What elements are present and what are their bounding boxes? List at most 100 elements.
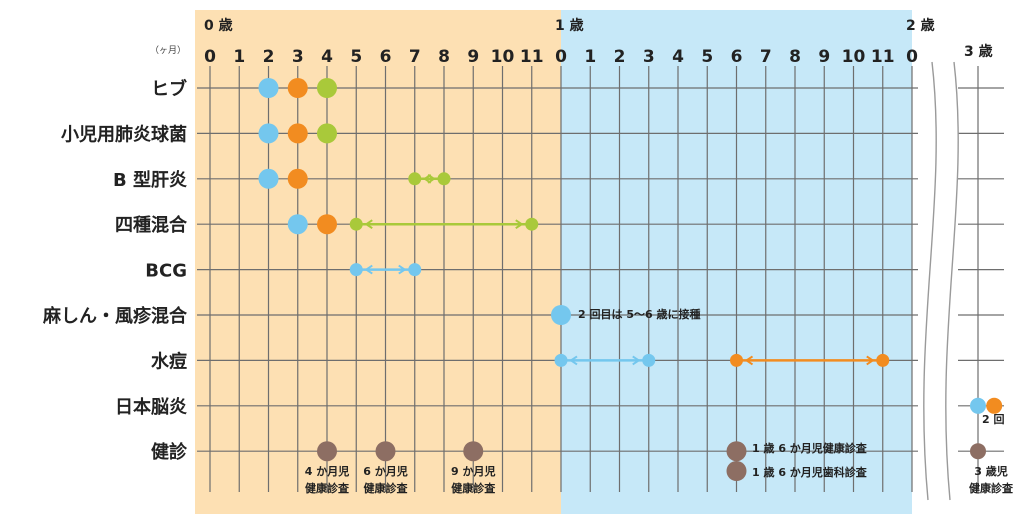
year0-band bbox=[195, 10, 561, 514]
vaccine-label: 日本脳炎 bbox=[115, 396, 187, 418]
range-arrow bbox=[569, 355, 578, 366]
annotations: 2 回目は 5～6 歳に接種 2 回 1 歳 6 か月児健康診査 1 歳 6 か… bbox=[578, 307, 1004, 479]
range-start-dot bbox=[349, 263, 363, 277]
dose-dot bbox=[726, 441, 747, 462]
dose-dot bbox=[375, 441, 396, 462]
dose-dot bbox=[258, 168, 279, 189]
month-tick: 2 bbox=[614, 47, 626, 67]
month-tick: 5 bbox=[350, 47, 362, 67]
month-tick: 1 bbox=[233, 47, 245, 67]
range-start-dot bbox=[730, 353, 743, 367]
dose-dot bbox=[287, 123, 308, 144]
month-tick: 0 bbox=[204, 47, 216, 67]
vaccine-label: 小児用肺炎球菌 bbox=[61, 124, 187, 145]
month-tick: 8 bbox=[438, 47, 450, 67]
range-arrow bbox=[632, 355, 641, 366]
age-label-3: 3 歳 bbox=[964, 43, 993, 60]
range-arrow bbox=[515, 219, 524, 230]
range-arrow bbox=[398, 264, 407, 275]
dose-dot bbox=[287, 78, 308, 98]
checkup-caption: 健康診査 bbox=[451, 481, 495, 495]
month-tick: 6 bbox=[380, 47, 392, 67]
month-tick: 6 bbox=[731, 47, 743, 67]
month-tick: 2 bbox=[263, 47, 275, 67]
dose-dot bbox=[551, 305, 571, 325]
month-tick: 10 bbox=[842, 47, 866, 67]
checkup-1-6-dental: 1 歳 6 か月児歯科診査 bbox=[752, 465, 867, 479]
month-tick: 5 bbox=[701, 47, 713, 67]
age-label-0: 0 歳 bbox=[204, 17, 233, 34]
vaccine-label: 四種混合 bbox=[115, 214, 188, 236]
month-tick: 9 bbox=[467, 47, 479, 67]
age-label-2: 2 歳 bbox=[906, 17, 935, 34]
month-tick: 4 bbox=[672, 47, 684, 67]
checkup-caption: 6 か月児 bbox=[363, 464, 407, 478]
vaccine-label: B 型肝炎 bbox=[113, 169, 187, 191]
range-start-dot bbox=[554, 353, 568, 367]
range-end-dot bbox=[525, 217, 539, 231]
dose-dot bbox=[287, 214, 308, 235]
age-header: 0 歳 1 歳 2 歳 3 歳 （ヶ月） bbox=[150, 17, 993, 60]
dental-checkup-dot bbox=[726, 461, 747, 481]
range-arrow bbox=[364, 219, 373, 230]
month-tick: 0 bbox=[906, 47, 918, 67]
range-end-dot bbox=[437, 172, 451, 186]
dose-dot bbox=[986, 397, 1003, 414]
dose-dot bbox=[317, 123, 337, 144]
dose-dot bbox=[463, 441, 484, 462]
range-end-dot bbox=[642, 353, 656, 367]
range-end-dot bbox=[876, 353, 890, 367]
je-note: 2 回 bbox=[982, 412, 1004, 426]
month-tick: 7 bbox=[409, 47, 421, 67]
vaccine-label: 麻しん・風疹混合 bbox=[42, 305, 188, 327]
month-tick: 4 bbox=[321, 47, 333, 67]
month-tick: 11 bbox=[520, 47, 544, 67]
range-start-dot bbox=[349, 217, 363, 231]
schedule-marks bbox=[258, 78, 1003, 481]
dose-dot bbox=[317, 78, 337, 98]
range-start-dot bbox=[408, 172, 422, 186]
checkup-1-6-health: 1 歳 6 か月児健康診査 bbox=[752, 441, 867, 455]
checkup-caption: 健康診査 bbox=[969, 481, 1013, 495]
axis-break bbox=[923, 61, 959, 501]
checkup-caption: 健康診査 bbox=[364, 481, 408, 495]
month-tick: 7 bbox=[760, 47, 772, 67]
month-ticks: 0 1 2 3 4 5 6 7 8 9 10 11 0 1 2 3 4 5 6 7 8 9 10 11 0 bbox=[204, 47, 918, 67]
range-arrow bbox=[744, 355, 754, 366]
vaccine-label: 水痘 bbox=[151, 350, 187, 372]
year3-band bbox=[958, 10, 1019, 514]
range-arrow bbox=[866, 355, 875, 366]
checkup-caption: 9 か月児 bbox=[451, 464, 495, 478]
month-tick: 1 bbox=[584, 47, 596, 67]
vaccine-label: ヒブ bbox=[151, 78, 187, 100]
dose-dot bbox=[317, 441, 337, 462]
dose-dot bbox=[258, 123, 279, 144]
break-line bbox=[945, 61, 959, 501]
month-tick: 9 bbox=[818, 47, 830, 67]
month-tick: 3 bbox=[292, 47, 304, 67]
month-tick: 8 bbox=[789, 47, 801, 67]
measles-note: 2 回目は 5～6 歳に接種 bbox=[578, 307, 700, 321]
range-arrow bbox=[364, 264, 373, 275]
month-tick: 0 bbox=[555, 47, 567, 67]
range-arrow bbox=[427, 173, 436, 184]
month-tick: 3 bbox=[643, 47, 655, 67]
dose-dot bbox=[970, 397, 986, 414]
checkup-caption: 健康診査 bbox=[305, 481, 349, 495]
month-tick: 10 bbox=[491, 47, 515, 67]
month-unit: （ヶ月） bbox=[150, 45, 186, 56]
break-line bbox=[923, 61, 937, 501]
vaccine-label: 健診 bbox=[151, 441, 188, 463]
dose-dot bbox=[287, 168, 308, 189]
dose-dot bbox=[970, 443, 986, 460]
range-end-dot bbox=[408, 263, 422, 277]
age-label-1: 1 歳 bbox=[555, 17, 584, 34]
vaccine-label: BCG bbox=[145, 261, 187, 282]
checkup-caption: 4 か月児 bbox=[305, 464, 349, 478]
month-tick: 11 bbox=[871, 47, 895, 67]
dose-dot bbox=[317, 214, 337, 235]
dose-dot bbox=[258, 78, 279, 98]
